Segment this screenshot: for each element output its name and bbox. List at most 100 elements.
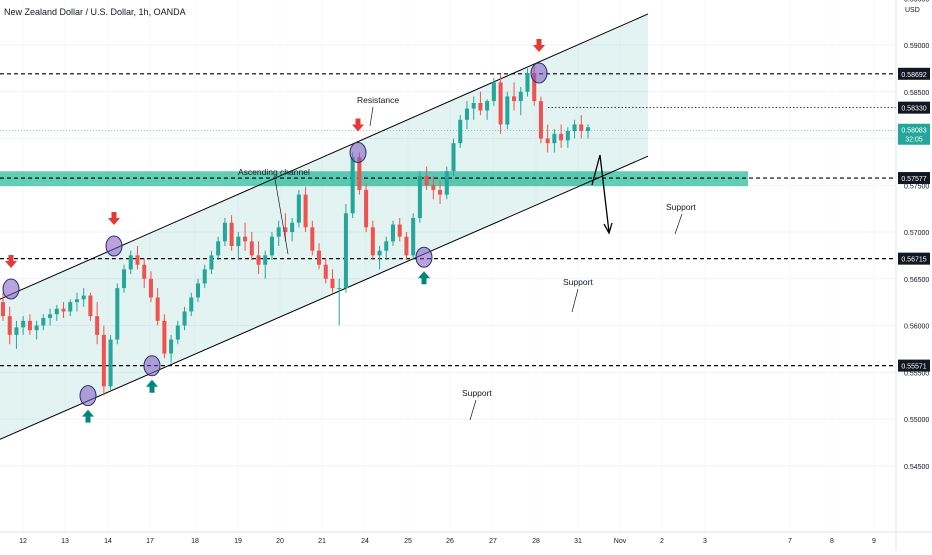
candle-body [323,264,328,279]
y-tick-label: 0.58500 [904,90,929,97]
annotations: Resistance Ascending channel Support Suppor… [238,95,696,421]
x-tick-label: 19 [234,538,242,545]
candle-body [269,236,274,256]
support-zone [0,171,748,187]
candle-body [88,295,93,317]
level-price-label: 0.58330 [901,106,926,113]
countdown-label: 32:05 [905,137,923,144]
x-tick-label: 9 [872,538,876,545]
candle-body [350,157,355,214]
time-axis[interactable]: 12 13 14 17 18 19 20 21 24 25 26 27 28 31 Nov 2 3 7 8 9 [19,538,876,545]
candle-body [21,320,26,328]
price-axis[interactable]: 0.599500.595000.590000.585000.580000.575… [904,0,929,471]
candle-body [256,255,261,265]
candle-body [579,124,584,132]
level-price-tag [898,252,930,265]
y-tick-label: 0.55500 [904,370,929,377]
price-tags: 0.58692 0.58330 0.57577 0.56715 0.55571 0.580… [898,67,930,372]
candle-body [364,189,369,228]
annotation-label: Resistance [357,95,399,105]
candle-body [41,318,46,326]
candle-body [195,283,201,298]
annotation-pointer [674,213,683,235]
level-price-tag [898,101,930,114]
support-zone-band [0,171,748,187]
x-tick-label: 3 [703,538,707,545]
candle-body [182,311,187,326]
candle-body [14,327,19,335]
candle-body [370,227,375,256]
candle-body [478,102,483,111]
candle-body [464,108,469,120]
candle-body [296,194,301,223]
candle-body [222,222,227,242]
candle-body [585,127,591,132]
candle-body [243,236,248,242]
chart-title: New Zealand Dollar / U.S. Dollar, 1h, OA… [4,7,186,17]
level-price-tag [898,172,930,185]
sell-arrow-icon [352,118,364,132]
candle-body [471,102,476,109]
candle-body [189,297,194,312]
x-tick-label: 31 [574,538,582,545]
candle-body [451,143,456,172]
candle-body [27,320,32,331]
pivot-circle [415,246,433,268]
candle-body [572,124,577,132]
level-price-label: 0.55571 [901,364,926,371]
buy-arrow-icon [146,379,158,393]
x-tick-label: 18 [191,538,199,545]
candle-body [552,133,557,144]
sell-arrow-icon [533,39,545,53]
x-tick-label: 21 [318,538,326,545]
candle-body [377,250,382,256]
candle-body [458,119,463,144]
pivot-circle [105,235,123,257]
candle-body [518,91,523,102]
candle-body [81,295,86,300]
candlesticks [0,65,591,396]
y-tick-label: 0.57000 [904,230,929,237]
annotation-label: Support [563,277,593,287]
candle-body [128,255,133,270]
candle-body [317,250,322,265]
annotation-pointer [571,288,579,313]
candle-body [115,288,120,340]
candle-body [290,222,295,232]
candle-body [7,316,12,335]
x-tick-label: 20 [276,538,284,545]
candle-body [209,255,214,270]
candle-body [538,101,543,139]
x-tick-label: Nov [614,538,627,545]
candle-body [54,308,59,315]
candle-body [303,194,308,228]
candle-body [485,101,490,111]
candle-body [532,73,537,102]
x-tick-label: 7 [788,538,792,545]
annotation-label: Support [462,388,492,398]
candle-body [397,224,402,237]
candle-body [68,302,73,312]
candle-body [276,227,281,237]
current-price-label: 0.58083 [901,128,926,135]
candle-body [424,175,429,186]
x-tick-label: 26 [446,538,454,545]
candle-body [108,339,113,387]
current-price-tag [898,123,930,145]
candle-body [491,82,496,102]
x-tick-label: 14 [104,538,112,545]
candle-body [122,269,127,289]
annotation-label: Support [666,202,696,212]
annotation-pointer [274,178,289,255]
x-tick-label: 12 [19,538,27,545]
pivot-circle [349,142,367,164]
annotation-label: Ascending channel [238,167,310,177]
pivot-circle [2,278,20,300]
projection-arrowhead [603,222,613,235]
y-tick-label: 0.56500 [904,277,929,284]
pivot-circle [79,385,97,407]
candle-body [390,224,396,242]
x-tick-label: 28 [532,538,540,545]
